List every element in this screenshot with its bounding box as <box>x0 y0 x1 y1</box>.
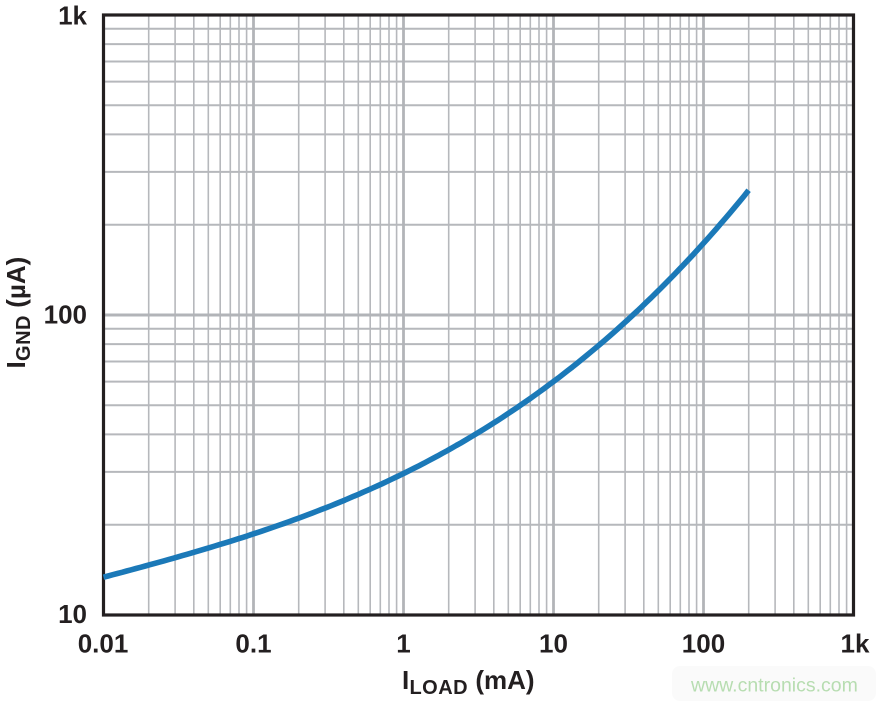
svg-text:1: 1 <box>396 629 410 659</box>
svg-text:ILOAD (mA): ILOAD (mA) <box>402 665 535 699</box>
svg-text:0.1: 0.1 <box>235 629 271 659</box>
svg-text:1k: 1k <box>58 1 87 31</box>
svg-text:10: 10 <box>58 599 87 629</box>
svg-text:100: 100 <box>682 629 725 659</box>
svg-text:0.01: 0.01 <box>78 629 129 659</box>
svg-text:10: 10 <box>539 629 568 659</box>
svg-text:IGND (µA): IGND (µA) <box>1 257 35 369</box>
svg-text:1k: 1k <box>841 629 870 659</box>
svg-text:www.cntronics.com: www.cntronics.com <box>690 675 858 697</box>
svg-text:100: 100 <box>44 300 87 330</box>
